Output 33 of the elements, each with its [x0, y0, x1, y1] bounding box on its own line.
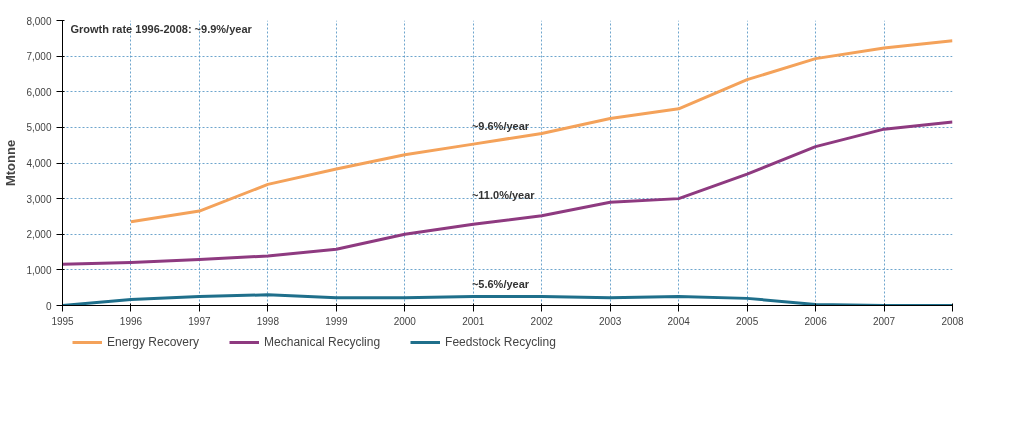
y-tick-label: 7,000 [26, 51, 52, 63]
line-series [62, 120, 953, 266]
legend-label: Feedstock Recycling [445, 335, 556, 349]
legend-label: Energy Recovery [107, 335, 200, 349]
y-tick-label: 8,000 [26, 15, 52, 27]
y-tick-label: 3,000 [26, 193, 52, 205]
y-tick-label: 1,000 [26, 264, 52, 276]
x-tick-label: 1999 [325, 315, 348, 327]
x-tick-label: 2005 [735, 315, 759, 327]
y-axis-title: Mtonne [3, 139, 19, 187]
x-tick-label: 1996 [119, 315, 143, 327]
x-tick-label: 1997 [188, 315, 211, 327]
y-tick-label: 2,000 [26, 229, 52, 241]
annotation: ~5.6%/year [471, 277, 530, 290]
x-tick-label: 2001 [462, 315, 485, 327]
x-tick-label: 1998 [256, 315, 280, 327]
x-tick-label: 2004 [667, 315, 691, 327]
y-tick-label: 4,000 [26, 158, 52, 169]
x-tick-label: 1995 [51, 315, 75, 327]
annotation: ~9.6%/year [471, 119, 530, 132]
x-tick-label: 2000 [393, 315, 417, 327]
annotation: ~11.0%/year [471, 189, 536, 202]
y-tick-label: 6,000 [26, 86, 52, 98]
legend-label: Mechanical Recycling [264, 335, 381, 349]
x-tick-label: 2003 [599, 315, 622, 327]
x-tick-label: 2007 [872, 315, 896, 327]
y-tick-label: 0 [45, 300, 52, 312]
y-tick-label: 5,000 [26, 122, 52, 134]
annotation: Growth rate 1996-2008: ~9.9%/year [70, 22, 253, 35]
x-tick-label: 2008 [941, 315, 965, 327]
x-tick-label: 2006 [804, 315, 828, 327]
line-series [129, 39, 953, 224]
x-tick-label: 2002 [530, 315, 554, 327]
